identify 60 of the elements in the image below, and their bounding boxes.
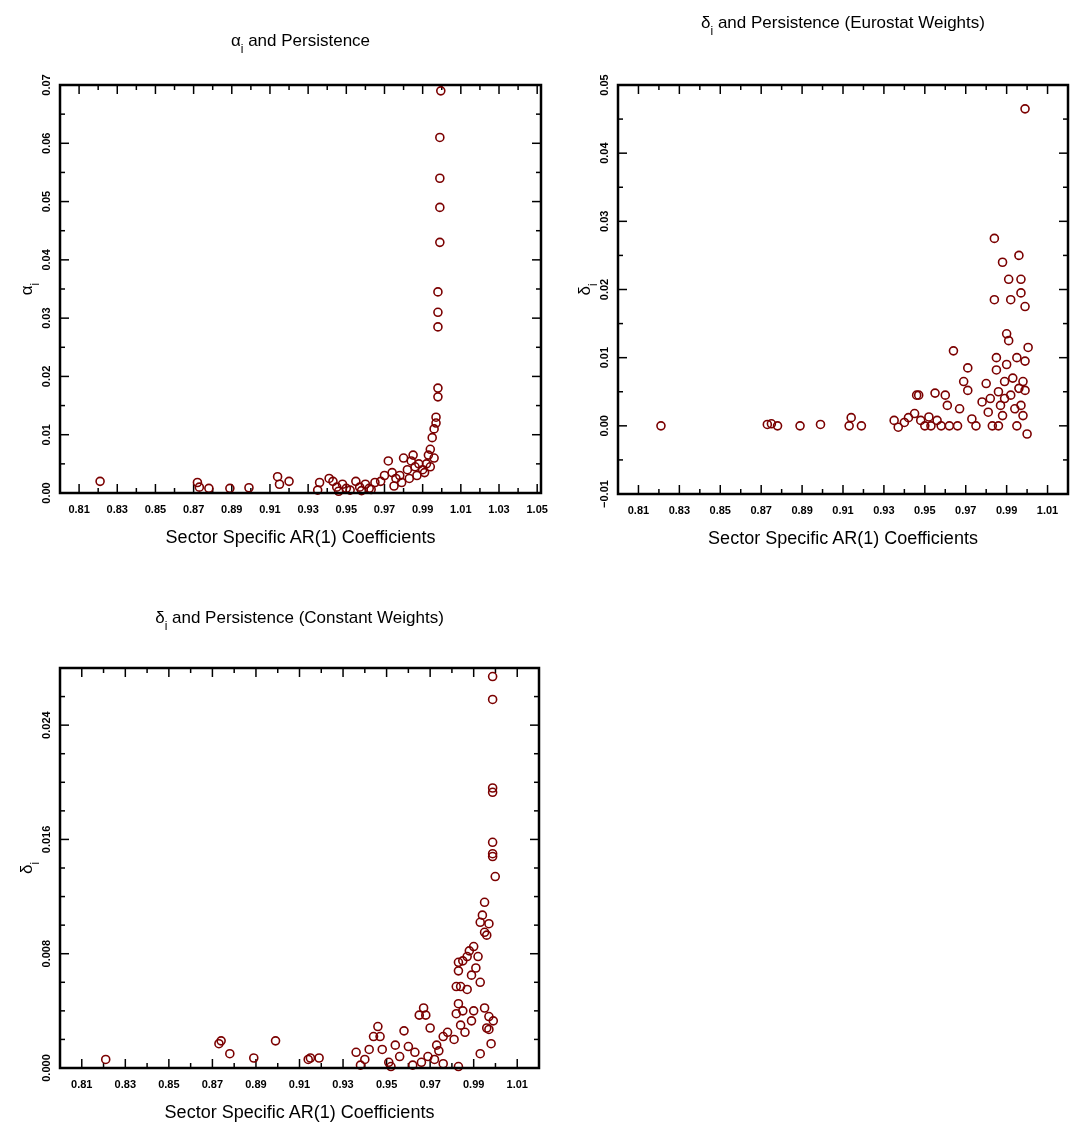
y-tick-label: 0.04 xyxy=(40,248,52,271)
y-tick-label: 0.024 xyxy=(40,710,52,739)
y-tick-label: 0.000 xyxy=(40,1054,52,1082)
y-tick-label: 0.02 xyxy=(40,365,52,388)
y-tick-label: 0.016 xyxy=(40,825,52,854)
x-tick-label: 0.95 xyxy=(335,503,358,515)
chart-title: δ$_{i}$ and Persistence (Eurostat Weights) xyxy=(701,13,985,38)
x-axis-title: Sector Specific AR(1) Coefficients xyxy=(708,528,978,548)
x-tick-label: 1.01 xyxy=(506,1078,528,1090)
y-tick-label: 0.06 xyxy=(40,132,52,154)
x-tick-label: 0.87 xyxy=(750,504,772,516)
x-tick-label: 0.81 xyxy=(71,1078,93,1090)
x-tick-label: 0.89 xyxy=(221,503,243,515)
x-tick-label: 0.99 xyxy=(995,504,1018,516)
x-axis-title: Sector Specific AR(1) Coefficients xyxy=(164,1102,435,1122)
x-tick-label: 0.97 xyxy=(419,1078,441,1090)
y-tick-label: 0.05 xyxy=(40,190,52,213)
x-tick-label: 0.97 xyxy=(955,504,977,516)
x-tick-label: 0.93 xyxy=(297,503,319,515)
x-tick-label: 0.83 xyxy=(106,503,128,515)
x-tick-label: 0.89 xyxy=(791,504,813,516)
x-tick-label: 0.85 xyxy=(158,1078,180,1090)
x-tick-label: 0.97 xyxy=(373,503,396,515)
chart-title: δ$_{i}$ and Persistence (Constant Weights) xyxy=(155,608,444,633)
x-tick-label: 0.95 xyxy=(914,504,936,516)
chart-title: α$_{i}$ and Persistence xyxy=(230,31,371,56)
x-tick-label: 1.05 xyxy=(526,503,548,515)
y-tick-label: 0.008 xyxy=(40,939,52,968)
y-tick-label: 0.01 xyxy=(40,424,52,446)
x-tick-label: 0.81 xyxy=(627,504,650,516)
y-tick-label: 0.01 xyxy=(598,346,610,369)
x-tick-label: 0.99 xyxy=(411,503,434,515)
y-tick-label: 0.00 xyxy=(598,415,610,437)
y-tick-label: 0.03 xyxy=(40,307,52,329)
y-tick-label: 0.03 xyxy=(598,210,610,233)
x-tick-label: 1.01 xyxy=(1036,504,1059,516)
y-tick-label: 0.07 xyxy=(40,74,52,96)
x-tick-label: 0.99 xyxy=(462,1078,485,1090)
x-tick-label: 0.87 xyxy=(182,503,205,515)
y-tick-label: 0.00 xyxy=(40,482,52,504)
x-tick-label: 1.01 xyxy=(450,503,472,515)
x-tick-label: 0.93 xyxy=(873,504,895,516)
x-tick-label: 0.83 xyxy=(668,504,691,516)
y-tick-label: −0.01 xyxy=(598,480,610,508)
x-tick-label: 0.91 xyxy=(832,504,854,516)
x-tick-label: 0.83 xyxy=(114,1078,137,1090)
x-tick-label: 0.85 xyxy=(144,503,167,515)
x-tick-label: 0.91 xyxy=(288,1078,311,1090)
x-tick-label: 0.89 xyxy=(245,1078,267,1090)
x-tick-label: 0.95 xyxy=(375,1078,398,1090)
x-axis-title: Sector Specific AR(1) Coefficients xyxy=(165,527,436,547)
x-tick-label: 0.85 xyxy=(709,504,731,516)
y-tick-label: 0.04 xyxy=(598,141,610,164)
y-tick-label: 0.02 xyxy=(598,278,610,301)
x-tick-label: 0.91 xyxy=(259,503,281,515)
x-tick-label: 1.03 xyxy=(488,503,510,515)
x-tick-label: 0.87 xyxy=(201,1078,224,1090)
y-tick-label: 0.05 xyxy=(598,74,610,96)
x-tick-label: 0.81 xyxy=(68,503,90,515)
x-tick-label: 0.93 xyxy=(332,1078,354,1090)
